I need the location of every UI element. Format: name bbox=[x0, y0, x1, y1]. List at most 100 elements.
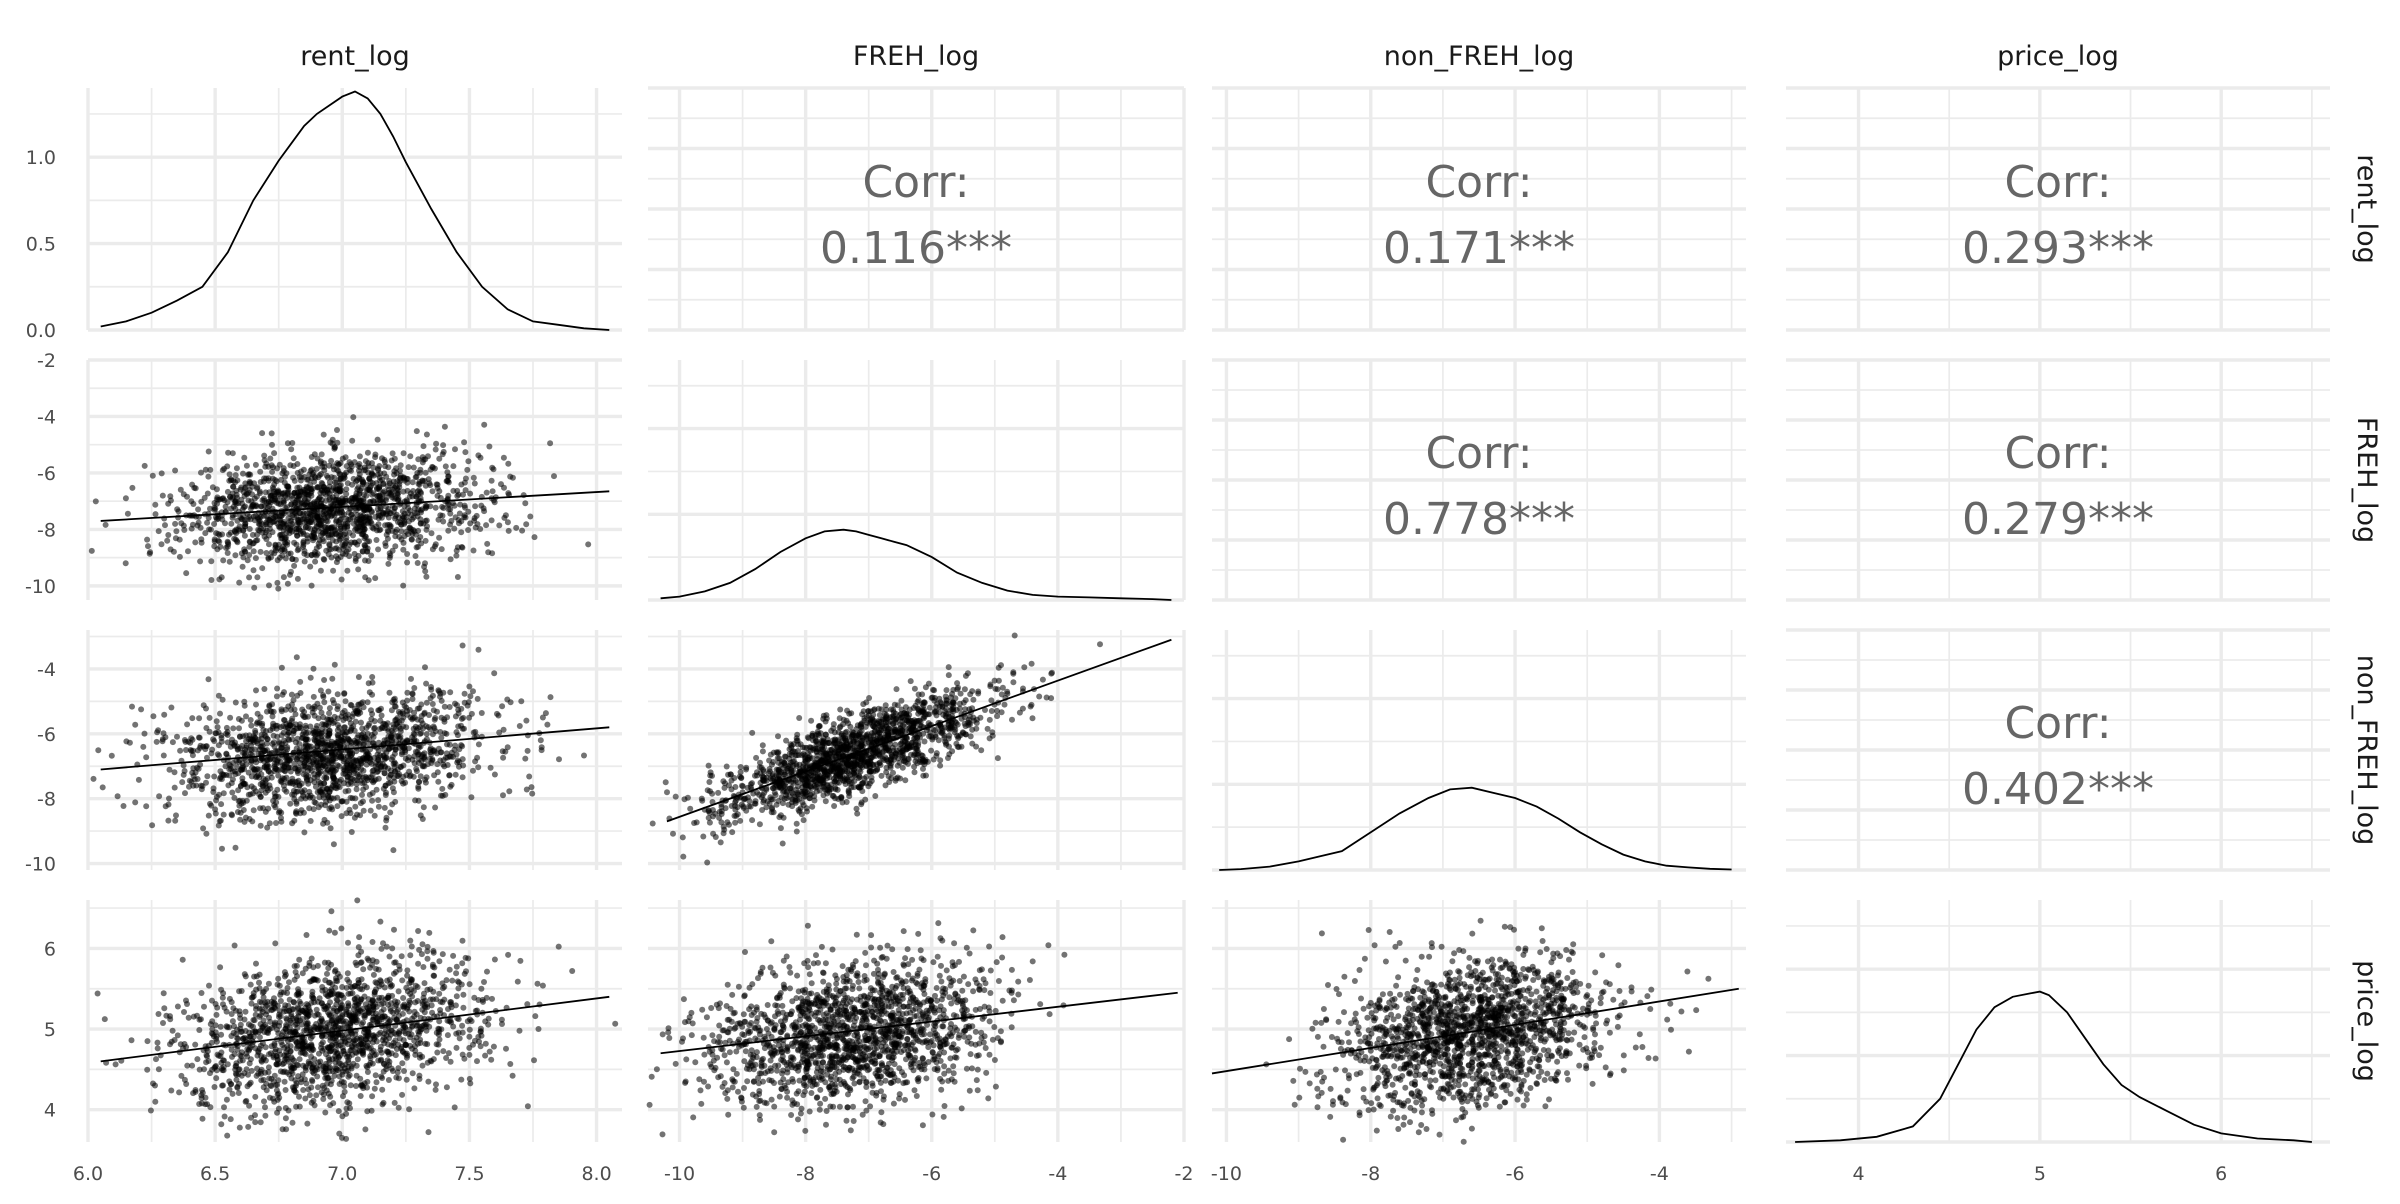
scatter-point bbox=[349, 438, 355, 444]
scatter-point bbox=[371, 734, 377, 740]
scatter-point bbox=[385, 561, 391, 567]
scatter-point bbox=[269, 701, 275, 707]
scatter-point bbox=[987, 717, 993, 723]
scatter-point bbox=[376, 521, 382, 527]
scatter-point bbox=[496, 713, 502, 719]
scatter-point bbox=[475, 452, 481, 458]
scatter-point bbox=[407, 453, 413, 459]
scatter-point bbox=[738, 769, 744, 775]
scatter-point bbox=[523, 521, 529, 527]
scatter-point bbox=[415, 456, 421, 462]
scatter-point bbox=[501, 455, 507, 461]
scatter-point bbox=[275, 489, 281, 495]
scatter-point bbox=[894, 752, 900, 758]
scatter-point bbox=[301, 510, 307, 516]
scatter-point bbox=[329, 676, 335, 682]
scatter-point bbox=[173, 535, 179, 541]
scatter-point bbox=[358, 720, 364, 726]
scatter-point bbox=[432, 715, 438, 721]
scatter-point bbox=[242, 781, 248, 787]
scatter-point bbox=[391, 779, 397, 785]
scatter-point bbox=[773, 792, 779, 798]
scatter-point bbox=[864, 720, 870, 726]
scatter-point bbox=[954, 686, 960, 692]
scatter-point bbox=[352, 728, 358, 734]
scatter-point bbox=[393, 465, 399, 471]
scatter-point bbox=[913, 746, 919, 752]
scatter-point bbox=[326, 710, 332, 716]
scatter-point bbox=[874, 720, 880, 726]
scatter-point bbox=[306, 471, 312, 477]
scatter-point bbox=[948, 725, 954, 731]
scatter-point bbox=[236, 580, 242, 586]
scatter-point bbox=[306, 704, 312, 710]
scatter-point bbox=[237, 514, 243, 520]
scatter-point bbox=[279, 665, 285, 671]
scatter-point bbox=[421, 564, 427, 570]
scatter-point bbox=[259, 565, 265, 571]
scatter-point bbox=[798, 805, 804, 811]
scatter-point bbox=[851, 784, 857, 790]
scatter-point bbox=[278, 778, 284, 784]
scatter-point bbox=[391, 789, 397, 795]
scatter-point bbox=[296, 495, 302, 501]
scatter-point bbox=[205, 491, 211, 497]
scatter-point bbox=[445, 493, 451, 499]
scatter-point bbox=[396, 709, 402, 715]
scatter-point bbox=[203, 831, 209, 837]
scatter-point bbox=[149, 822, 155, 828]
scatter-point bbox=[412, 732, 418, 738]
scatter-point bbox=[519, 528, 525, 534]
scatter-point bbox=[294, 461, 300, 467]
scatter-point bbox=[250, 532, 256, 538]
scatter-point bbox=[256, 528, 262, 534]
scatter-point bbox=[361, 808, 367, 814]
scatter-point bbox=[706, 779, 712, 785]
scatter-point bbox=[472, 503, 478, 509]
scatter-point bbox=[275, 586, 281, 592]
scatter-point bbox=[160, 493, 166, 499]
scatter-point bbox=[93, 498, 99, 504]
scatter-point bbox=[314, 501, 320, 507]
scatter-point bbox=[812, 798, 818, 804]
scatter-point bbox=[195, 506, 201, 512]
scatter-point bbox=[998, 662, 1004, 668]
scatter-point bbox=[392, 703, 398, 709]
scatter-point bbox=[344, 763, 350, 769]
scatter-point bbox=[311, 779, 317, 785]
scatter-point bbox=[473, 525, 479, 531]
scatter-point bbox=[301, 829, 307, 835]
scatter-point bbox=[345, 774, 351, 780]
scatter-point bbox=[310, 537, 316, 543]
scatter-point bbox=[538, 737, 544, 743]
scatter-point bbox=[238, 487, 244, 493]
scatter-point bbox=[650, 821, 656, 827]
scatter-point bbox=[198, 499, 204, 505]
scatter-point bbox=[196, 715, 202, 721]
scatter-point bbox=[172, 785, 178, 791]
scatter-point bbox=[406, 769, 412, 775]
scatter-point bbox=[429, 530, 435, 536]
scatter-point bbox=[1021, 664, 1027, 670]
scatter-point bbox=[326, 510, 332, 516]
scatter-point bbox=[492, 499, 498, 505]
scatter-point bbox=[182, 737, 188, 743]
scatter-point bbox=[291, 563, 297, 569]
scatter-point bbox=[467, 491, 473, 497]
scatter-point bbox=[449, 750, 455, 756]
scatter-point bbox=[308, 486, 314, 492]
scatter-point bbox=[355, 566, 361, 572]
scatter-point bbox=[330, 441, 336, 447]
scatter-point bbox=[438, 749, 444, 755]
scatter-point bbox=[525, 748, 531, 754]
scatter-point bbox=[349, 740, 355, 746]
scatter-point bbox=[277, 525, 283, 531]
scatter-point bbox=[459, 743, 465, 749]
scatter-point bbox=[486, 444, 492, 450]
scatter-point bbox=[418, 773, 424, 779]
scatter-point bbox=[147, 551, 153, 557]
scatter-point bbox=[455, 574, 461, 580]
scatter-point bbox=[302, 736, 308, 742]
scatter-point bbox=[506, 528, 512, 534]
scatter-point bbox=[257, 469, 263, 475]
